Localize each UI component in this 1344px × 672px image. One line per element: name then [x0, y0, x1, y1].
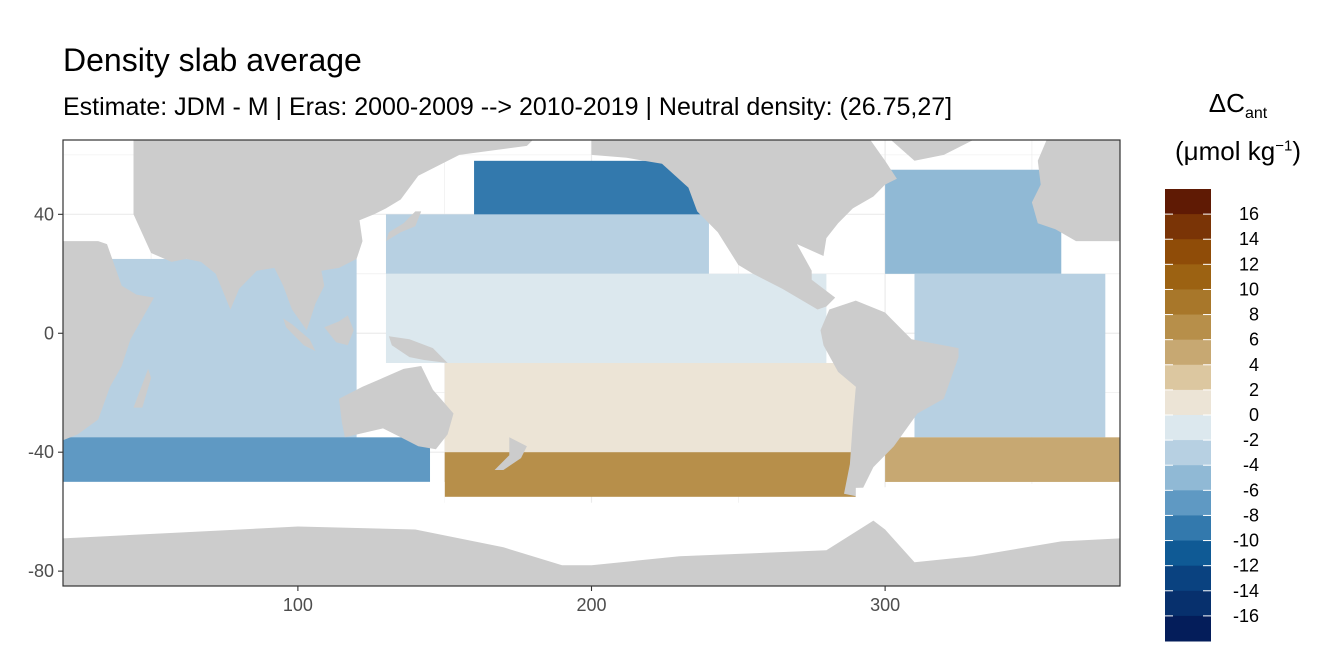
y-axis: 40 0 -40 -80 — [28, 204, 63, 581]
legend-swatch — [1165, 214, 1211, 240]
legend-swatch — [1165, 264, 1211, 290]
legend-swatch — [1165, 314, 1211, 341]
legend-label: -12 — [1233, 556, 1259, 576]
ocean-region — [885, 437, 1120, 482]
sumatra-land — [283, 318, 316, 352]
legend-swatch — [1165, 364, 1211, 391]
legend-label: -2 — [1243, 430, 1259, 450]
legend-label: 6 — [1249, 330, 1259, 350]
ocean-region — [63, 437, 431, 482]
legend-swatch — [1165, 540, 1211, 567]
legend-label: -16 — [1233, 606, 1259, 626]
ocean-region — [385, 214, 709, 274]
ocean-region — [444, 363, 856, 453]
y-tick-label: 40 — [34, 204, 54, 224]
legend-label: -4 — [1243, 455, 1259, 475]
map-panel — [62, 139, 1121, 587]
japan-land — [386, 211, 422, 242]
greenland-land — [891, 140, 974, 161]
legend-label: -14 — [1233, 581, 1259, 601]
legend-label: 10 — [1239, 279, 1259, 299]
north-america-land — [591, 140, 897, 310]
borneo-land — [324, 315, 354, 346]
x-tick-label: 100 — [283, 595, 313, 615]
x-axis: 100 200 300 — [283, 586, 900, 615]
legend-swatch — [1165, 515, 1211, 542]
australia-land — [339, 366, 454, 450]
legend-swatch — [1165, 239, 1211, 265]
legend-swatch — [1165, 415, 1211, 441]
x-tick-label: 200 — [576, 595, 606, 615]
antarctica-land — [63, 520, 1120, 586]
legend-label: 8 — [1249, 305, 1259, 325]
legend-swatch — [1165, 289, 1211, 316]
legend-unit: (μmol kg−1) — [1175, 136, 1301, 166]
ocean-region — [885, 169, 1062, 274]
madagascar-land — [133, 368, 152, 408]
south-america-land — [820, 300, 959, 497]
chart-subtitle: Estimate: JDM - M | Eras: 2000-2009 --> … — [63, 93, 953, 121]
legend-label: 16 — [1239, 204, 1259, 224]
legend-label: 2 — [1249, 380, 1259, 400]
legend-swatch — [1165, 590, 1211, 617]
legend-swatch — [1165, 389, 1211, 416]
africa-land — [63, 148, 154, 441]
y-tick-label: 0 — [44, 323, 54, 343]
legend-label: -6 — [1243, 480, 1259, 500]
legend-label: 0 — [1249, 405, 1259, 425]
legend-swatch — [1165, 615, 1211, 642]
legend-swatch — [1165, 440, 1211, 466]
legend-swatch — [1165, 189, 1211, 215]
legend-swatch — [1165, 465, 1211, 491]
x-tick-label: 300 — [870, 595, 900, 615]
y-tick-label: -80 — [28, 561, 54, 581]
europe-land — [1031, 140, 1120, 242]
color-legend: 16 14 12 10 8 6 4 2 0 -2 -4 -6 -8 -10 -12 -14 -16 — [1165, 189, 1259, 642]
new-zealand-land — [494, 437, 527, 470]
legend-swatch — [1165, 565, 1211, 592]
land-layer — [63, 140, 1120, 497]
legend-label: 4 — [1249, 355, 1259, 375]
asia-land — [133, 140, 533, 331]
antarctica-land — [63, 520, 1120, 586]
ocean-region — [385, 273, 827, 363]
new-guinea-land — [388, 336, 448, 363]
legend-label: 12 — [1239, 254, 1259, 274]
y-tick-label: -40 — [28, 442, 54, 462]
legend-label: 14 — [1239, 229, 1259, 249]
legend-label: -8 — [1243, 505, 1259, 525]
uk-land — [1040, 160, 1056, 182]
chart-title: Density slab average — [63, 42, 362, 78]
legend-swatch — [1165, 339, 1211, 366]
legend-title: ΔCant — [1208, 88, 1268, 123]
legend-swatch — [1165, 490, 1211, 516]
legend-label: -10 — [1233, 531, 1259, 551]
